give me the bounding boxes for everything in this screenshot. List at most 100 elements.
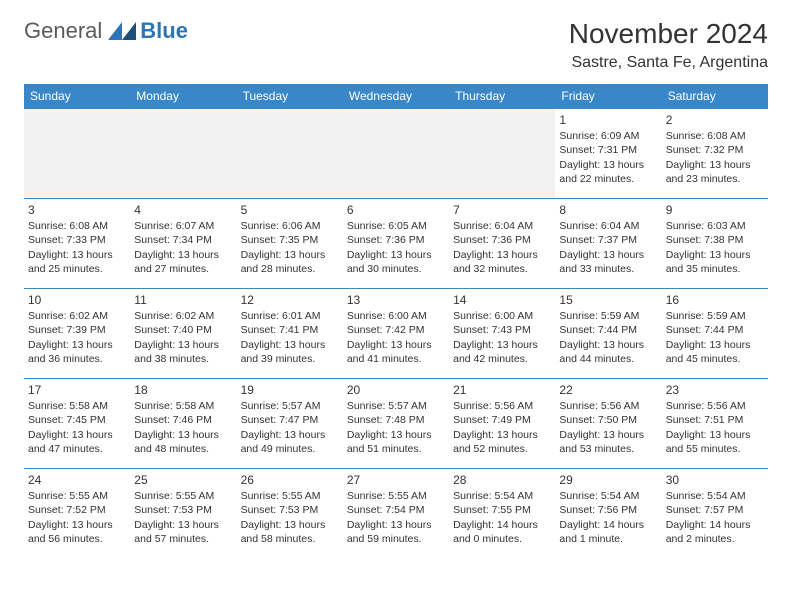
sunrise-text: Sunrise: 6:08 AM bbox=[666, 129, 764, 143]
daylight-text: Daylight: 13 hours and 44 minutes. bbox=[559, 338, 657, 366]
calendar-cell: 28Sunrise: 5:54 AMSunset: 7:55 PMDayligh… bbox=[449, 469, 555, 559]
day-number: 17 bbox=[28, 382, 126, 398]
daylight-text: Daylight: 13 hours and 32 minutes. bbox=[453, 248, 551, 276]
calendar-cell: 5Sunrise: 6:06 AMSunset: 7:35 PMDaylight… bbox=[237, 199, 343, 289]
calendar-cell: 18Sunrise: 5:58 AMSunset: 7:46 PMDayligh… bbox=[130, 379, 236, 469]
daylight-text: Daylight: 14 hours and 0 minutes. bbox=[453, 518, 551, 546]
calendar-cell: 1Sunrise: 6:09 AMSunset: 7:31 PMDaylight… bbox=[555, 109, 661, 199]
daylight-text: Daylight: 13 hours and 22 minutes. bbox=[559, 158, 657, 186]
day-number: 7 bbox=[453, 202, 551, 218]
sunset-text: Sunset: 7:51 PM bbox=[666, 413, 764, 427]
day-number: 11 bbox=[134, 292, 232, 308]
calendar-cell bbox=[237, 109, 343, 199]
calendar-cell: 6Sunrise: 6:05 AMSunset: 7:36 PMDaylight… bbox=[343, 199, 449, 289]
day-number: 26 bbox=[241, 472, 339, 488]
sunset-text: Sunset: 7:56 PM bbox=[559, 503, 657, 517]
day-number: 22 bbox=[559, 382, 657, 398]
sunset-text: Sunset: 7:45 PM bbox=[28, 413, 126, 427]
sunrise-text: Sunrise: 5:57 AM bbox=[347, 399, 445, 413]
calendar-cell: 15Sunrise: 5:59 AMSunset: 7:44 PMDayligh… bbox=[555, 289, 661, 379]
sunrise-text: Sunrise: 6:00 AM bbox=[453, 309, 551, 323]
day-number: 10 bbox=[28, 292, 126, 308]
calendar-cell: 12Sunrise: 6:01 AMSunset: 7:41 PMDayligh… bbox=[237, 289, 343, 379]
day-number: 3 bbox=[28, 202, 126, 218]
brand-name-1: General bbox=[24, 18, 102, 44]
brand-logo: General Blue bbox=[24, 18, 188, 44]
day-number: 14 bbox=[453, 292, 551, 308]
day-number: 2 bbox=[666, 112, 764, 128]
header: General Blue November 2024 Sastre, Santa… bbox=[24, 18, 768, 72]
day-number: 19 bbox=[241, 382, 339, 398]
sunrise-text: Sunrise: 6:02 AM bbox=[134, 309, 232, 323]
sunset-text: Sunset: 7:39 PM bbox=[28, 323, 126, 337]
calendar-cell: 16Sunrise: 5:59 AMSunset: 7:44 PMDayligh… bbox=[662, 289, 768, 379]
sunrise-text: Sunrise: 5:56 AM bbox=[453, 399, 551, 413]
calendar-row: 17 Sunrise: 5:58 AM Sunset: 7:45 PM Dayligh… bbox=[24, 379, 768, 469]
sunrise-text: Sunrise: 5:55 AM bbox=[347, 489, 445, 503]
sunrise-text: Sunrise: 5:57 AM bbox=[241, 399, 339, 413]
calendar-cell: 24Sunrise: 5:55 AMSunset: 7:52 PMDayligh… bbox=[24, 469, 130, 559]
sunrise-text: Sunrise: 5:56 AM bbox=[666, 399, 764, 413]
day-number: 25 bbox=[134, 472, 232, 488]
day-number: 29 bbox=[559, 472, 657, 488]
sunset-text: Sunset: 7:50 PM bbox=[559, 413, 657, 427]
daylight-text: Daylight: 13 hours and 52 minutes. bbox=[453, 428, 551, 456]
sunrise-text: Sunrise: 6:06 AM bbox=[241, 219, 339, 233]
weekday-header: Wednesday bbox=[343, 84, 449, 109]
sunrise-text: Sunrise: 5:56 AM bbox=[559, 399, 657, 413]
sunset-text: Sunset: 7:46 PM bbox=[134, 413, 232, 427]
calendar-cell bbox=[343, 109, 449, 199]
daylight-text: Daylight: 13 hours and 49 minutes. bbox=[241, 428, 339, 456]
calendar-cell: 22Sunrise: 5:56 AMSunset: 7:50 PMDayligh… bbox=[555, 379, 661, 469]
calendar-cell: 25Sunrise: 5:55 AMSunset: 7:53 PMDayligh… bbox=[130, 469, 236, 559]
weekday-header: Sunday bbox=[24, 84, 130, 109]
day-number: 24 bbox=[28, 472, 126, 488]
daylight-text: Daylight: 13 hours and 51 minutes. bbox=[347, 428, 445, 456]
sunset-text: Sunset: 7:43 PM bbox=[453, 323, 551, 337]
weekday-header: Monday bbox=[130, 84, 236, 109]
sunset-text: Sunset: 7:40 PM bbox=[134, 323, 232, 337]
day-number: 20 bbox=[347, 382, 445, 398]
day-number: 18 bbox=[134, 382, 232, 398]
calendar-row: 1Sunrise: 6:09 AMSunset: 7:31 PMDaylight… bbox=[24, 109, 768, 199]
sunrise-text: Sunrise: 6:03 AM bbox=[666, 219, 764, 233]
daylight-text: Daylight: 13 hours and 39 minutes. bbox=[241, 338, 339, 366]
daylight-text: Daylight: 13 hours and 42 minutes. bbox=[453, 338, 551, 366]
day-number: 12 bbox=[241, 292, 339, 308]
calendar-row: 24Sunrise: 5:55 AMSunset: 7:52 PMDayligh… bbox=[24, 469, 768, 559]
sunrise-text: Sunrise: 5:58 AM bbox=[134, 399, 232, 413]
calendar-cell: 20Sunrise: 5:57 AMSunset: 7:48 PMDayligh… bbox=[343, 379, 449, 469]
weekday-header: Friday bbox=[555, 84, 661, 109]
daylight-text: Daylight: 14 hours and 2 minutes. bbox=[666, 518, 764, 546]
sunset-text: Sunset: 7:44 PM bbox=[559, 323, 657, 337]
calendar-cell: 26Sunrise: 5:55 AMSunset: 7:53 PMDayligh… bbox=[237, 469, 343, 559]
daylight-text: Daylight: 13 hours and 35 minutes. bbox=[666, 248, 764, 276]
sunset-text: Sunset: 7:49 PM bbox=[453, 413, 551, 427]
day-number: 5 bbox=[241, 202, 339, 218]
calendar-cell bbox=[24, 109, 130, 199]
daylight-text: Daylight: 13 hours and 33 minutes. bbox=[559, 248, 657, 276]
daylight-text: Daylight: 13 hours and 27 minutes. bbox=[134, 248, 232, 276]
calendar-cell: 11Sunrise: 6:02 AMSunset: 7:40 PMDayligh… bbox=[130, 289, 236, 379]
sunrise-text: Sunrise: 5:55 AM bbox=[134, 489, 232, 503]
sunrise-text: Sunrise: 6:00 AM bbox=[347, 309, 445, 323]
calendar-cell: 8Sunrise: 6:04 AMSunset: 7:37 PMDaylight… bbox=[555, 199, 661, 289]
sunset-text: Sunset: 7:53 PM bbox=[134, 503, 232, 517]
sunrise-text: Sunrise: 5:55 AM bbox=[241, 489, 339, 503]
month-title: November 2024 bbox=[569, 18, 768, 50]
sunrise-text: Sunrise: 5:54 AM bbox=[453, 489, 551, 503]
calendar-row: 3Sunrise: 6:08 AMSunset: 7:33 PMDaylight… bbox=[24, 199, 768, 289]
calendar-cell: 9Sunrise: 6:03 AMSunset: 7:38 PMDaylight… bbox=[662, 199, 768, 289]
sunrise-text: Sunrise: 6:09 AM bbox=[559, 129, 657, 143]
sunrise-text: Sunrise: 6:08 AM bbox=[28, 219, 126, 233]
weekday-header: Thursday bbox=[449, 84, 555, 109]
sunrise-text: Sunrise: 6:01 AM bbox=[241, 309, 339, 323]
day-number: 6 bbox=[347, 202, 445, 218]
daylight-text: Daylight: 13 hours and 53 minutes. bbox=[559, 428, 657, 456]
daylight-text: Daylight: 13 hours and 23 minutes. bbox=[666, 158, 764, 186]
calendar-cell: 30Sunrise: 5:54 AMSunset: 7:57 PMDayligh… bbox=[662, 469, 768, 559]
brand-name-2: Blue bbox=[140, 18, 188, 44]
sunrise-text: Sunrise: 6:07 AM bbox=[134, 219, 232, 233]
day-number: 27 bbox=[347, 472, 445, 488]
sunrise-text: Sunrise: 5:59 AM bbox=[559, 309, 657, 323]
